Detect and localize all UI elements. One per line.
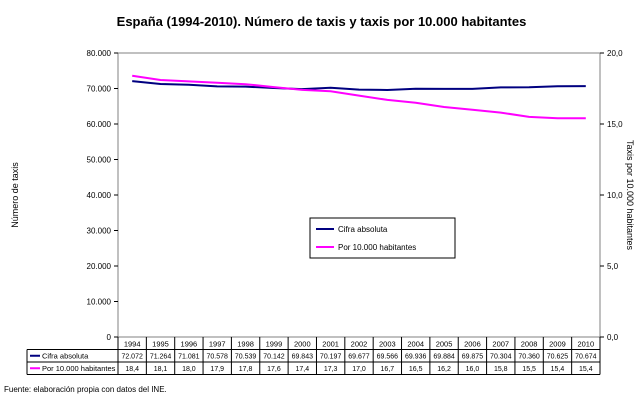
legend: Cifra absoluta Por 10.000 habitantes [309, 217, 456, 259]
y-right-tick-label: 20,0 [607, 49, 623, 58]
data-label: 15,4 [551, 366, 565, 373]
x-tick-label: 2005 [436, 340, 453, 349]
data-label: 17,0 [352, 366, 366, 373]
data-label: 70.578 [207, 354, 229, 361]
data-label: 70.142 [263, 354, 285, 361]
y-left-tick-label: 50.000 [87, 156, 112, 165]
data-label: 16,7 [381, 366, 395, 373]
y-right-tick-label: 15,0 [607, 120, 623, 129]
data-label: 17,6 [267, 366, 281, 373]
x-tick-label: 2002 [351, 340, 368, 349]
x-tick-label: 2000 [294, 340, 311, 349]
data-label: 70.625 [547, 354, 569, 361]
chart-title: España (1994-2010). Número de taxis y ta… [116, 14, 527, 29]
data-label: 18,1 [154, 366, 168, 373]
data-label: 17,4 [295, 366, 309, 373]
y-right-tick-label: 0,0 [607, 333, 619, 342]
y-right-tick-label: 5,0 [607, 262, 619, 271]
data-label: 69.677 [348, 354, 370, 361]
data-label: 69.566 [377, 354, 399, 361]
data-label: 16,0 [466, 366, 480, 373]
legend-box [309, 217, 456, 259]
series-line-1 [132, 80, 586, 92]
x-tick-label: 1998 [237, 340, 254, 349]
x-tick-label: 2009 [549, 340, 566, 349]
x-tick-label: 1994 [124, 340, 141, 349]
axes: 0 10.000 20.000 30.000 40.000 50.000 60.000 70.… [87, 49, 624, 342]
data-label: 18,4 [125, 366, 139, 373]
x-tick-label: 1995 [152, 340, 169, 349]
x-tick-label: 1997 [209, 340, 226, 349]
data-label: 15,8 [494, 366, 508, 373]
data-label: 17,9 [210, 366, 224, 373]
data-label: 17,3 [324, 366, 338, 373]
x-tick-label: 1999 [266, 340, 283, 349]
data-label: 70.197 [320, 354, 342, 361]
data-label: 15,4 [579, 366, 593, 373]
y-left-tick-label: 30.000 [87, 227, 112, 236]
data-table: 1994 1995 1996 1997 1998 1999 2000 2001 2002 2003… [26, 337, 601, 375]
data-label: 16,2 [437, 366, 451, 373]
source-note: Fuente: elaboración propia con datos del… [4, 385, 167, 394]
data-label: 70.360 [518, 354, 540, 361]
data-label: 71.081 [178, 354, 200, 361]
y-axis-left-label: Número de taxis [10, 162, 20, 228]
y-left-tick-label: 0 [107, 333, 112, 342]
table-series-name: Cifra absoluta [42, 352, 89, 361]
x-tick-label: 1996 [181, 340, 198, 349]
data-label: 72.072 [121, 354, 143, 361]
y-left-tick-label: 40.000 [87, 191, 112, 200]
data-label: 69.884 [433, 354, 455, 361]
x-tick-label: 2006 [464, 340, 481, 349]
y-right-tick-label: 10,0 [607, 191, 623, 200]
y-left-tick-label: 70.000 [87, 85, 112, 94]
data-label: 71.264 [150, 354, 172, 361]
x-tick-label: 2003 [379, 340, 396, 349]
y-left-tick-label: 20.000 [87, 262, 112, 271]
legend-label: Por 10.000 habitantes [338, 243, 416, 252]
data-label: 69.936 [405, 354, 427, 361]
data-label: 70.674 [575, 354, 597, 361]
series-layer [132, 74, 586, 120]
data-label: 70.304 [490, 354, 512, 361]
y-left-tick-label: 80.000 [87, 49, 112, 58]
legend-label: Cifra absoluta [338, 225, 388, 234]
y-left-tick-label: 60.000 [87, 120, 112, 129]
series-line-2 [132, 74, 586, 120]
data-label: 69.875 [462, 354, 484, 361]
y-axis-right-label: Taxis por 10.000 habitantes [625, 140, 635, 251]
x-tick-label: 2007 [492, 340, 509, 349]
data-label: 69.843 [292, 354, 314, 361]
y-left-tick-label: 10.000 [87, 298, 112, 307]
x-tick-label: 2001 [322, 340, 339, 349]
data-label: 17,8 [239, 366, 253, 373]
x-tick-label: 2010 [577, 340, 594, 349]
data-label: 16,5 [409, 366, 423, 373]
table-series-name: Por 10.000 habitantes [42, 364, 116, 373]
data-label: 15,5 [522, 366, 536, 373]
x-tick-label: 2008 [521, 340, 538, 349]
data-label: 70.539 [235, 354, 257, 361]
x-tick-label: 2004 [407, 340, 424, 349]
data-label: 18,0 [182, 366, 196, 373]
